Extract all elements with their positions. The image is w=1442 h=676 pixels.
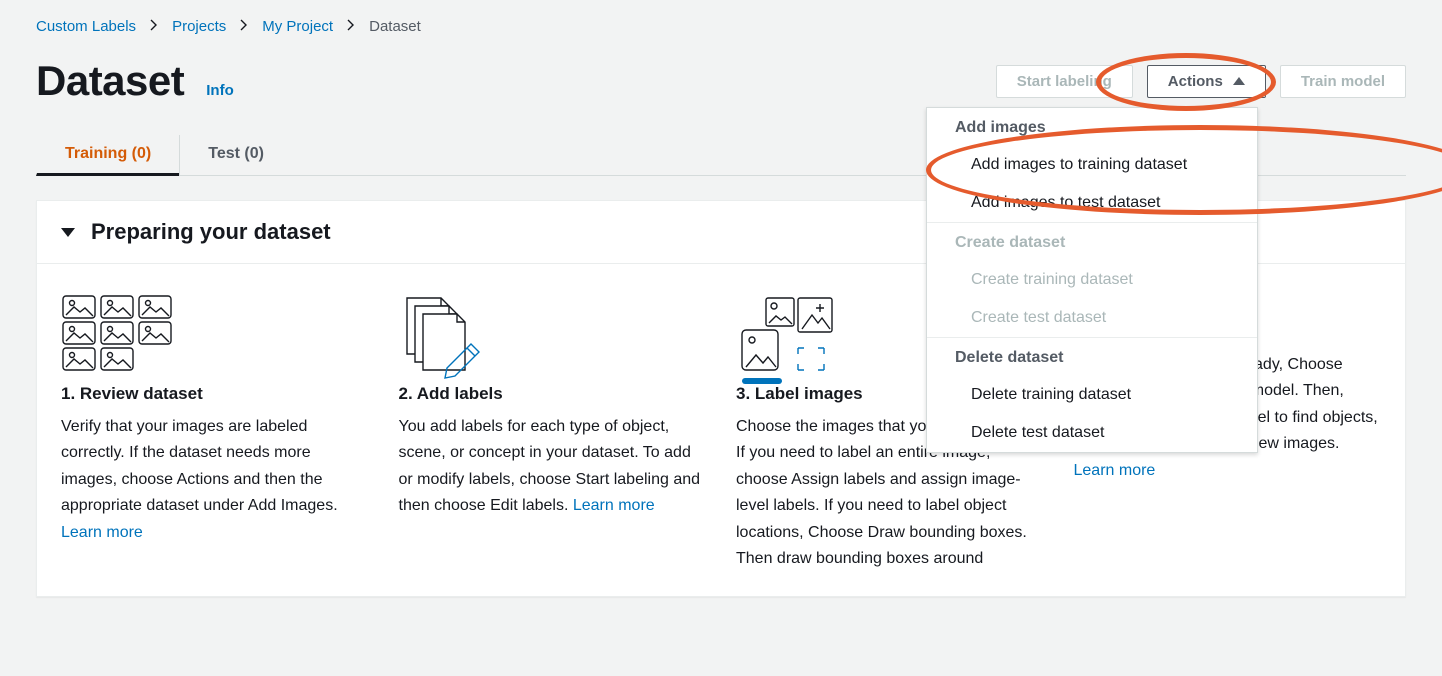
train-model-button[interactable]: Train model [1280, 65, 1406, 98]
dropdown-group-delete-dataset: Delete dataset [927, 338, 1257, 376]
chevron-right-icon [240, 18, 248, 35]
review-dataset-icon [61, 294, 369, 384]
panel-title: Preparing your dataset [91, 219, 331, 245]
breadcrumb-projects[interactable]: Projects [172, 18, 226, 35]
actions-button-label: Actions [1168, 73, 1223, 90]
chevron-right-icon [150, 18, 158, 35]
dropdown-add-images-training[interactable]: Add images to training dataset [927, 146, 1257, 184]
tab-test[interactable]: Test (0) [179, 135, 292, 175]
actions-button[interactable]: Actions [1147, 65, 1266, 98]
step4-learn-more[interactable]: Learn more [1074, 462, 1156, 479]
dropdown-add-images-test[interactable]: Add images to test dataset [927, 184, 1257, 222]
caret-down-icon [61, 228, 75, 237]
dropdown-create-test: Create test dataset [927, 299, 1257, 337]
triangle-up-icon [1233, 77, 1245, 85]
step2-learn-more[interactable]: Learn more [573, 497, 655, 514]
step-add-labels: 2. Add labels You add labels for each ty… [399, 294, 707, 572]
breadcrumb-my-project[interactable]: My Project [262, 18, 333, 35]
start-labeling-button[interactable]: Start labeling [996, 65, 1133, 98]
step2-title: 2. Add labels [399, 384, 707, 404]
step2-body: You add labels for each type of object, … [399, 414, 707, 520]
dropdown-delete-training[interactable]: Delete training dataset [927, 376, 1257, 414]
page-title: Dataset [36, 57, 184, 105]
breadcrumb-custom-labels[interactable]: Custom Labels [36, 18, 136, 35]
info-link[interactable]: Info [206, 82, 234, 99]
actions-dropdown: Add images Add images to training datase… [926, 107, 1258, 453]
chevron-right-icon [347, 18, 355, 35]
dropdown-group-add-images: Add images [927, 108, 1257, 146]
breadcrumb: Custom Labels Projects My Project Datase… [0, 0, 1442, 43]
step1-body: Verify that your images are labeled corr… [61, 414, 369, 546]
action-bar: Start labeling Actions Train model Add i… [996, 65, 1406, 98]
step1-title: 1. Review dataset [61, 384, 369, 404]
tab-training[interactable]: Training (0) [36, 135, 179, 176]
breadcrumb-current: Dataset [369, 18, 421, 35]
add-labels-icon [399, 294, 707, 384]
dropdown-delete-test[interactable]: Delete test dataset [927, 414, 1257, 452]
dropdown-create-training: Create training dataset [927, 261, 1257, 299]
step1-learn-more[interactable]: Learn more [61, 524, 143, 541]
step-review-dataset: 1. Review dataset Verify that your image… [61, 294, 369, 572]
dropdown-group-create-dataset: Create dataset [927, 223, 1257, 261]
